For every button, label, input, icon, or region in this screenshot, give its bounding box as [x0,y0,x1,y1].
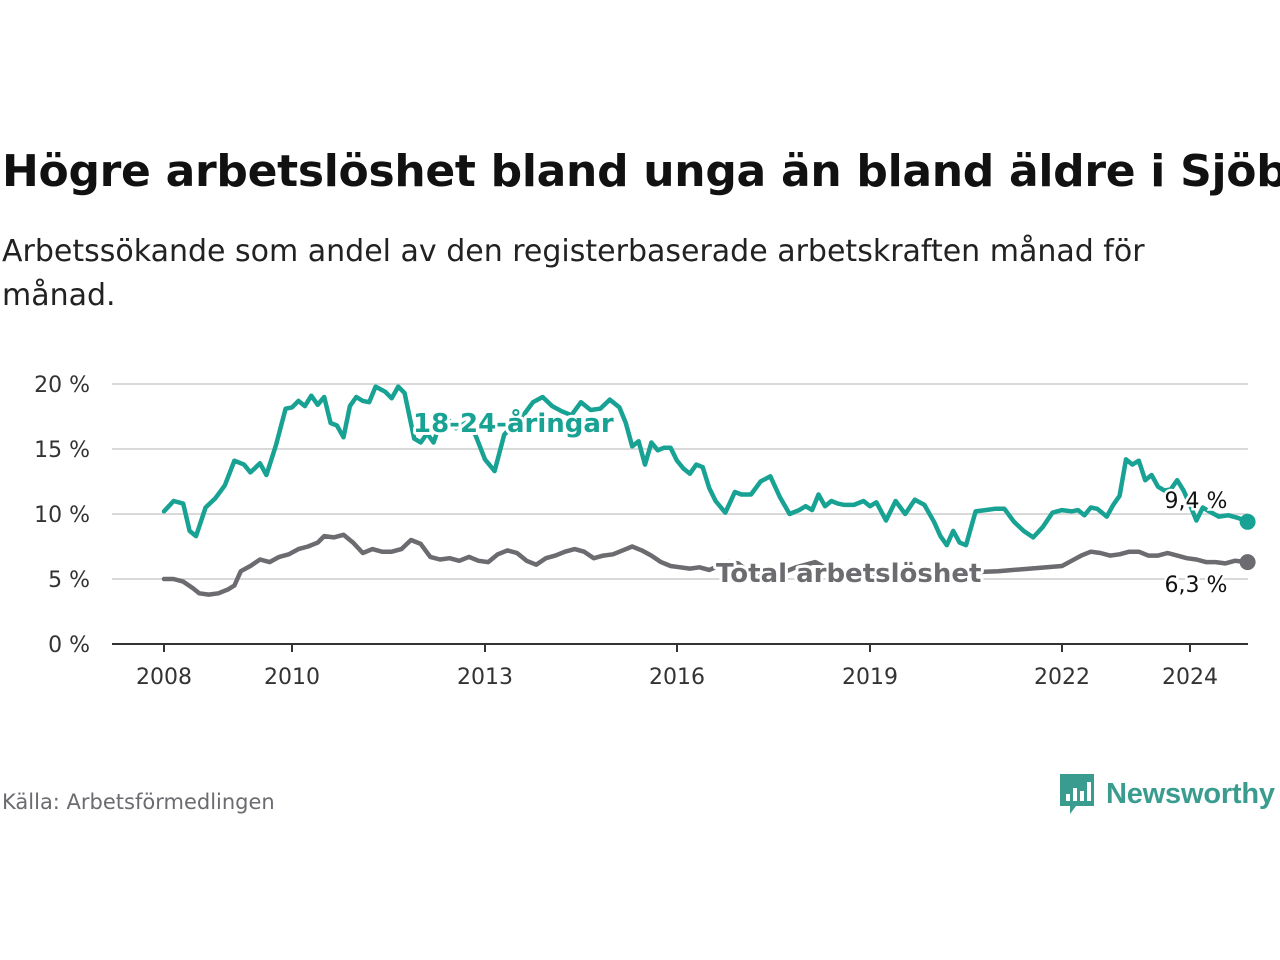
end-label-total: 6,3 % [1165,573,1228,598]
gridlines [112,383,1248,580]
series-label-youth: 18-24-åringar [413,407,614,439]
y-axis-tick-labels: 0 % 5 % 10 % 15 % 20 % [34,373,90,658]
series-line-total [161,532,1250,597]
y-tick-label: 10 % [34,503,90,528]
newsworthy-logo: Newsworthy [1058,772,1275,816]
x-tick-label: 2008 [136,665,192,690]
series-lines [161,384,1256,597]
brand-name: Newsworthy [1106,777,1275,810]
line-chart: 0 %5 %10 %15 %20 % 2008 2010 2013 2016 2019 2… [34,373,1256,690]
source-note: Källa: Arbetsförmedlingen [2,790,275,814]
newsworthy-logo-icon [1060,774,1094,814]
x-tick-label: 2024 [1162,665,1218,690]
x-tick-label: 2022 [1034,665,1090,690]
end-point-total [1239,554,1256,571]
y-tick-label: 20 % [34,373,90,398]
x-axis: 2008 2010 2013 2016 2019 2022 2024 [112,643,1248,690]
series-labels: 18-24-åringar Total arbetslöshet 9,4 % 6,3 … [410,404,1230,601]
x-tick-label: 2019 [842,665,898,690]
chart-subtitle: Arbetssökande som andel av den registerb… [2,234,1145,313]
chart-title: Högre arbetslöshet bland unga än bland ä… [2,146,1280,197]
y-tick-label: 0 % [48,633,90,658]
series-line-youth [161,384,1250,548]
x-tick-label: 2013 [457,665,513,690]
y-tick-label: 15 % [34,438,90,463]
series-label-total: Total arbetslöshet [716,559,981,589]
x-tick-label: 2010 [264,665,320,690]
end-label-youth: 9,4 % [1165,489,1228,514]
y-tick-label: 5 % [48,568,90,593]
x-tick-label: 2016 [649,665,705,690]
end-point-youth [1239,513,1256,530]
